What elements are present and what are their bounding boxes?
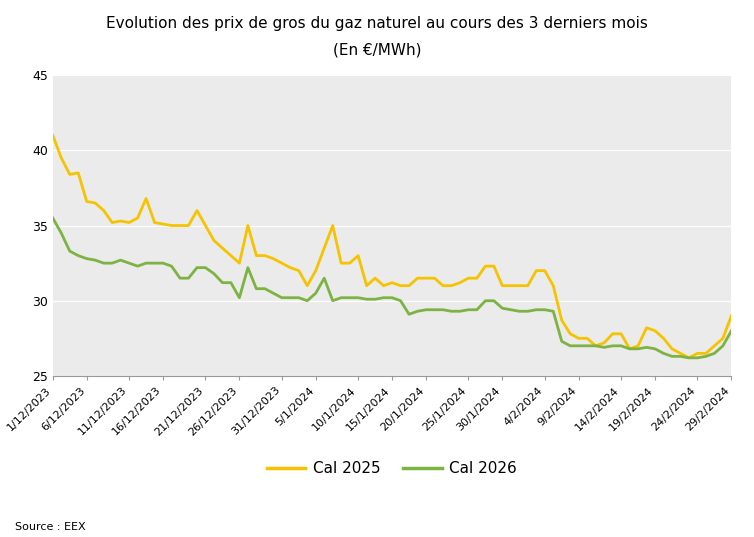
Cal 2025 [472,275,481,281]
Cal 2025 [685,354,694,361]
Cal 2025 [727,313,736,319]
Text: (En €/MWh): (En €/MWh) [333,43,421,58]
Cal 2026 [633,346,642,352]
Cal 2025 [659,335,668,342]
Cal 2026 [599,344,608,351]
Cal 2025 [421,275,431,281]
Cal 2025 [48,132,57,139]
Cal 2026 [727,328,736,334]
Cal 2026 [549,308,558,315]
Cal 2026 [48,215,57,221]
Line: Cal 2026: Cal 2026 [53,218,731,358]
Legend: Cal 2025, Cal 2026: Cal 2025, Cal 2026 [261,455,523,483]
Text: Source : EEX: Source : EEX [15,521,86,532]
Cal 2026 [685,354,694,361]
Cal 2025 [599,339,608,346]
Cal 2026 [421,307,431,313]
Cal 2026 [472,307,481,313]
Cal 2025 [549,282,558,289]
Text: Evolution des prix de gros du gaz naturel au cours des 3 derniers mois: Evolution des prix de gros du gaz nature… [106,16,648,31]
Cal 2025 [633,343,642,349]
Line: Cal 2025: Cal 2025 [53,135,731,358]
Cal 2026 [659,350,668,357]
